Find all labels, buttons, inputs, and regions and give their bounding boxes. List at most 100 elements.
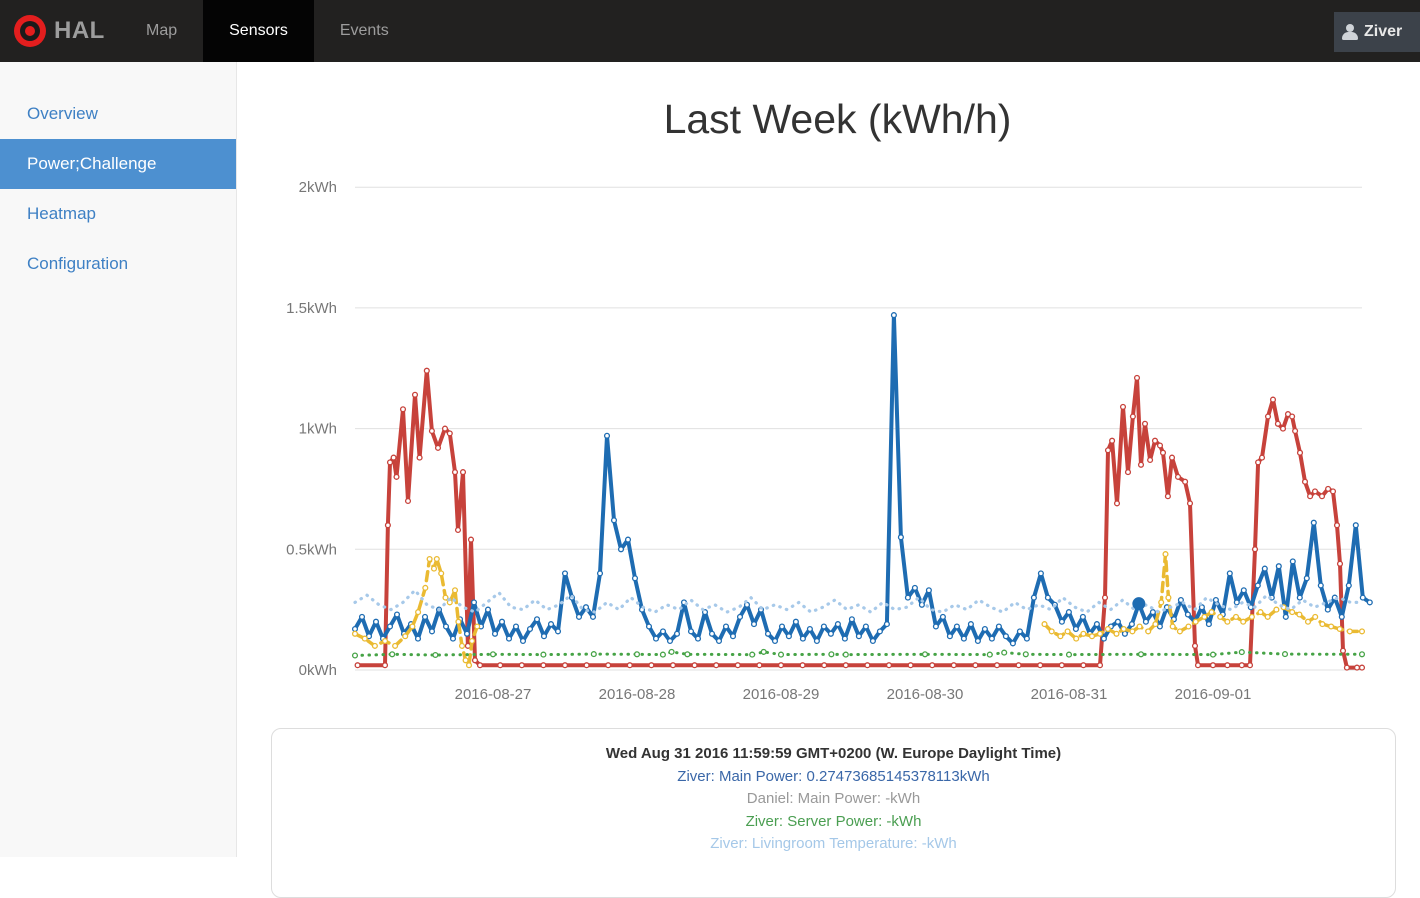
data-point-marker	[841, 635, 848, 642]
data-point-marker	[411, 391, 419, 398]
data-point-marker	[1257, 609, 1264, 616]
series-line	[353, 313, 1372, 646]
nav-item-events[interactable]: Events	[339, 22, 389, 39]
data-point-marker	[381, 662, 389, 669]
data-point-marker	[1336, 625, 1343, 633]
data-point-marker	[939, 613, 946, 620]
data-point-marker	[526, 625, 534, 633]
user-menu[interactable]: Ziver	[1334, 12, 1420, 52]
data-point-marker	[694, 635, 702, 642]
legend-entry-ziver-server-power: Ziver: Server Power: -kWh	[745, 812, 922, 830]
data-point-marker	[467, 536, 475, 543]
legend-entry-daniel-main-power: Daniel: Main Power: -kWh	[746, 790, 921, 807]
data-point-marker	[1124, 469, 1132, 476]
data-point-marker	[372, 618, 380, 625]
data-point-marker	[433, 555, 440, 563]
data-point-marker	[1176, 628, 1183, 635]
data-point-marker	[1310, 519, 1317, 526]
data-point-marker	[1002, 633, 1009, 640]
data-point-marker	[1174, 473, 1182, 480]
data-point-marker	[428, 628, 436, 635]
data-point-marker	[1279, 425, 1287, 432]
data-point-marker	[729, 633, 737, 640]
data-point-marker	[1151, 437, 1159, 444]
nav-item-map[interactable]: Map	[146, 22, 178, 39]
data-point-marker	[428, 427, 435, 435]
data-point-marker	[1358, 664, 1366, 671]
data-point-marker	[1358, 651, 1366, 658]
data-point-marker	[449, 635, 457, 642]
hovered-point[interactable]	[1132, 597, 1146, 611]
y-axis-label: 1kWh	[299, 421, 337, 438]
data-point-marker	[1317, 582, 1324, 589]
data-point-marker	[827, 630, 834, 637]
data-point-marker	[386, 459, 394, 466]
data-point-marker	[590, 651, 597, 658]
data-point-marker	[777, 662, 785, 669]
data-point-marker	[687, 628, 695, 635]
sidebar-item-overview[interactable]: Overview	[27, 104, 98, 123]
data-point-marker	[1194, 662, 1202, 669]
data-point-marker	[540, 651, 547, 658]
data-point-marker	[1251, 546, 1259, 553]
data-point-marker	[610, 517, 618, 524]
data-point-marker	[489, 651, 497, 658]
data-point-marker	[1345, 582, 1352, 589]
chart-legend-box: Wed Aug 31 2016 11:59:59 GMT+0200 (W. Eu…	[271, 728, 1396, 898]
data-point-marker	[1311, 488, 1319, 495]
data-point-marker	[415, 609, 422, 616]
data-point-marker	[806, 625, 813, 633]
data-point-marker	[451, 587, 459, 594]
data-point-marker	[1072, 625, 1079, 633]
data-point-marker	[1184, 611, 1191, 618]
series-unlabeled-yellow-legend-cut-off-	[351, 551, 1366, 669]
data-point-marker	[1338, 613, 1345, 620]
data-point-marker	[399, 406, 407, 413]
data-point-marker	[442, 594, 449, 601]
data-point-marker	[1359, 594, 1366, 601]
data-point-marker	[1205, 621, 1212, 628]
data-point-marker	[386, 623, 394, 630]
data-point-marker	[476, 662, 484, 669]
data-point-marker	[684, 651, 691, 658]
data-point-marker	[669, 662, 677, 669]
sidebar-item-heatmap[interactable]: Heatmap	[27, 204, 96, 223]
y-axis-label: 0kWh	[299, 662, 337, 679]
data-point-marker	[1352, 522, 1359, 529]
data-point-marker	[764, 630, 772, 637]
data-point-marker	[463, 630, 471, 637]
data-point-marker	[1269, 396, 1277, 403]
sidebar-item-power-challenge[interactable]: Power;Challenge	[0, 139, 236, 189]
data-point-marker	[1246, 662, 1254, 669]
data-point-marker	[1261, 565, 1268, 572]
data-point-marker	[750, 621, 758, 628]
data-point-marker	[1264, 413, 1272, 420]
brand[interactable]: HAL	[14, 0, 105, 62]
data-point-marker	[869, 637, 876, 645]
data-point-marker	[582, 604, 590, 611]
data-point-marker	[1240, 587, 1247, 594]
data-point-marker	[1254, 582, 1261, 589]
data-point-marker	[1296, 611, 1303, 618]
data-point-marker	[756, 662, 763, 669]
y-axis-label: 1.5kWh	[286, 300, 337, 317]
data-point-marker	[1119, 403, 1127, 410]
data-point-marker	[668, 648, 675, 655]
data-point-marker	[389, 651, 396, 658]
data-point-marker	[1307, 493, 1314, 500]
power-chart[interactable]: 0kWh 0.5kWh 1kWh 1.5kWh 2kWh 2016-08-27 2016-0…	[0, 0, 1420, 730]
nav-item-sensors[interactable]: Sensors	[203, 0, 314, 62]
data-point-marker	[351, 625, 359, 633]
data-point-marker	[778, 623, 786, 630]
data-point-marker	[1226, 570, 1233, 577]
series-daniel-main-power	[354, 367, 1366, 671]
data-point-marker	[1198, 604, 1205, 611]
x-axis-label: 2016-08-28	[599, 686, 676, 703]
data-point-marker	[1281, 651, 1289, 658]
data-point-marker	[1303, 575, 1310, 582]
data-point-marker	[1129, 628, 1136, 635]
sidebar-item-configuration[interactable]: Configuration	[27, 254, 129, 273]
data-point-marker	[603, 432, 611, 439]
data-point-marker	[423, 367, 430, 374]
data-point-marker	[1312, 613, 1319, 620]
